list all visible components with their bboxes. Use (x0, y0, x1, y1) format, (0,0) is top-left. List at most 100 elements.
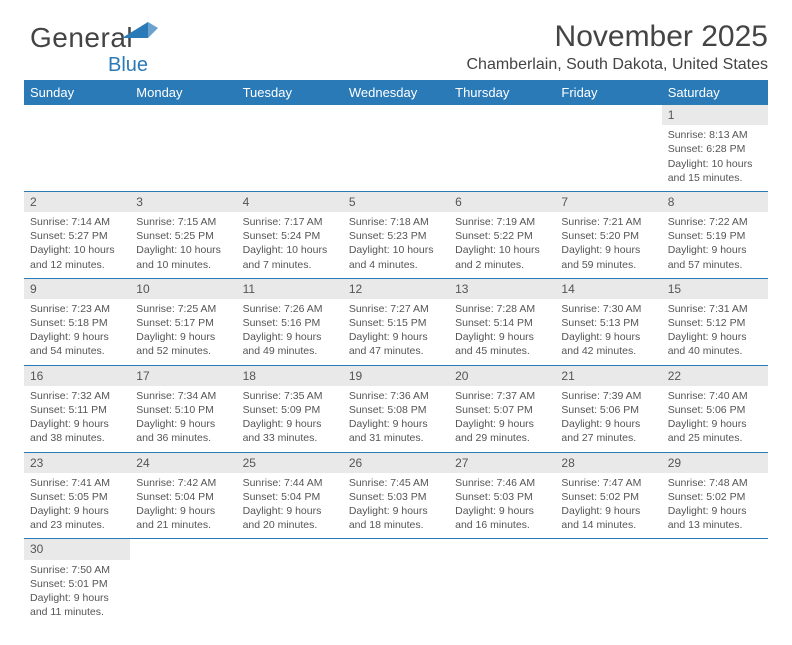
daylight-text: Daylight: 9 hours (136, 417, 230, 431)
day-number: 17 (130, 366, 236, 386)
calendar-cell: 23Sunrise: 7:41 AMSunset: 5:05 PMDayligh… (24, 452, 130, 539)
daylight-text: Daylight: 10 hours (349, 243, 443, 257)
daylight-text: Daylight: 9 hours (455, 417, 549, 431)
sunset-text: Sunset: 5:03 PM (349, 490, 443, 504)
calendar-cell (662, 539, 768, 625)
daylight-text: Daylight: 9 hours (455, 504, 549, 518)
calendar-row: 2Sunrise: 7:14 AMSunset: 5:27 PMDaylight… (24, 191, 768, 278)
sunset-text: Sunset: 5:06 PM (561, 403, 655, 417)
daylight-text: Daylight: 10 hours (668, 157, 762, 171)
sunset-text: Sunset: 5:02 PM (668, 490, 762, 504)
daylight-text: and 7 minutes. (243, 258, 337, 272)
sunrise-text: Sunrise: 7:23 AM (30, 302, 124, 316)
daylight-text: and 59 minutes. (561, 258, 655, 272)
weekday-header-row: Sunday Monday Tuesday Wednesday Thursday… (24, 80, 768, 105)
daylight-text: and 23 minutes. (30, 518, 124, 532)
daylight-text: Daylight: 9 hours (455, 330, 549, 344)
sunset-text: Sunset: 5:24 PM (243, 229, 337, 243)
sunrise-text: Sunrise: 7:31 AM (668, 302, 762, 316)
daylight-text: and 25 minutes. (668, 431, 762, 445)
sunset-text: Sunset: 5:22 PM (455, 229, 549, 243)
calendar-cell (24, 105, 130, 191)
sunrise-text: Sunrise: 7:47 AM (561, 476, 655, 490)
calendar-cell: 8Sunrise: 7:22 AMSunset: 5:19 PMDaylight… (662, 191, 768, 278)
calendar-cell: 6Sunrise: 7:19 AMSunset: 5:22 PMDaylight… (449, 191, 555, 278)
daylight-text: Daylight: 9 hours (349, 330, 443, 344)
sunrise-text: Sunrise: 7:46 AM (455, 476, 549, 490)
day-number: 22 (662, 366, 768, 386)
calendar-cell (343, 105, 449, 191)
daylight-text: and 2 minutes. (455, 258, 549, 272)
calendar-cell (343, 539, 449, 625)
calendar-cell: 27Sunrise: 7:46 AMSunset: 5:03 PMDayligh… (449, 452, 555, 539)
sunset-text: Sunset: 5:16 PM (243, 316, 337, 330)
calendar-cell: 18Sunrise: 7:35 AMSunset: 5:09 PMDayligh… (237, 365, 343, 452)
daylight-text: and 10 minutes. (136, 258, 230, 272)
daylight-text: and 40 minutes. (668, 344, 762, 358)
sunset-text: Sunset: 5:04 PM (136, 490, 230, 504)
weekday-head: Thursday (449, 80, 555, 105)
day-number: 5 (343, 192, 449, 212)
daylight-text: Daylight: 9 hours (136, 504, 230, 518)
calendar-cell: 9Sunrise: 7:23 AMSunset: 5:18 PMDaylight… (24, 278, 130, 365)
calendar-row: 9Sunrise: 7:23 AMSunset: 5:18 PMDaylight… (24, 278, 768, 365)
daylight-text: Daylight: 9 hours (136, 330, 230, 344)
day-number: 18 (237, 366, 343, 386)
daylight-text: Daylight: 9 hours (668, 243, 762, 257)
calendar-cell: 10Sunrise: 7:25 AMSunset: 5:17 PMDayligh… (130, 278, 236, 365)
sunrise-text: Sunrise: 7:39 AM (561, 389, 655, 403)
brand-logo: General Blue (30, 22, 148, 77)
calendar-cell (237, 539, 343, 625)
calendar-cell: 20Sunrise: 7:37 AMSunset: 5:07 PMDayligh… (449, 365, 555, 452)
calendar-cell: 16Sunrise: 7:32 AMSunset: 5:11 PMDayligh… (24, 365, 130, 452)
daylight-text: Daylight: 9 hours (668, 330, 762, 344)
calendar-cell: 26Sunrise: 7:45 AMSunset: 5:03 PMDayligh… (343, 452, 449, 539)
day-number: 7 (555, 192, 661, 212)
calendar-cell: 1Sunrise: 8:13 AMSunset: 6:28 PMDaylight… (662, 105, 768, 191)
sunrise-text: Sunrise: 7:15 AM (136, 215, 230, 229)
calendar-cell: 28Sunrise: 7:47 AMSunset: 5:02 PMDayligh… (555, 452, 661, 539)
daylight-text: Daylight: 10 hours (243, 243, 337, 257)
sunrise-text: Sunrise: 8:13 AM (668, 128, 762, 142)
day-number: 20 (449, 366, 555, 386)
weekday-head: Friday (555, 80, 661, 105)
day-number: 30 (24, 539, 130, 559)
daylight-text: and 12 minutes. (30, 258, 124, 272)
sunrise-text: Sunrise: 7:21 AM (561, 215, 655, 229)
sunset-text: Sunset: 5:20 PM (561, 229, 655, 243)
calendar-table: Sunday Monday Tuesday Wednesday Thursday… (24, 80, 768, 625)
weekday-head: Tuesday (237, 80, 343, 105)
calendar-cell: 15Sunrise: 7:31 AMSunset: 5:12 PMDayligh… (662, 278, 768, 365)
day-number: 21 (555, 366, 661, 386)
daylight-text: Daylight: 9 hours (668, 417, 762, 431)
sunset-text: Sunset: 5:13 PM (561, 316, 655, 330)
calendar-row: 16Sunrise: 7:32 AMSunset: 5:11 PMDayligh… (24, 365, 768, 452)
sunrise-text: Sunrise: 7:30 AM (561, 302, 655, 316)
sunset-text: Sunset: 5:02 PM (561, 490, 655, 504)
day-number: 11 (237, 279, 343, 299)
sunset-text: Sunset: 5:03 PM (455, 490, 549, 504)
daylight-text: and 27 minutes. (561, 431, 655, 445)
sunrise-text: Sunrise: 7:44 AM (243, 476, 337, 490)
flag-icon (122, 20, 158, 42)
calendar-cell (130, 539, 236, 625)
daylight-text: and 18 minutes. (349, 518, 443, 532)
daylight-text: Daylight: 9 hours (243, 330, 337, 344)
sunset-text: Sunset: 5:01 PM (30, 577, 124, 591)
sunset-text: Sunset: 5:14 PM (455, 316, 549, 330)
sunset-text: Sunset: 5:05 PM (30, 490, 124, 504)
calendar-cell (237, 105, 343, 191)
daylight-text: and 15 minutes. (668, 171, 762, 185)
calendar-cell (130, 105, 236, 191)
sunrise-text: Sunrise: 7:25 AM (136, 302, 230, 316)
daylight-text: Daylight: 9 hours (30, 417, 124, 431)
daylight-text: and 36 minutes. (136, 431, 230, 445)
daylight-text: and 42 minutes. (561, 344, 655, 358)
calendar-cell: 29Sunrise: 7:48 AMSunset: 5:02 PMDayligh… (662, 452, 768, 539)
day-number: 19 (343, 366, 449, 386)
daylight-text: and 21 minutes. (136, 518, 230, 532)
daylight-text: Daylight: 9 hours (561, 330, 655, 344)
day-number: 1 (662, 105, 768, 125)
daylight-text: Daylight: 9 hours (349, 417, 443, 431)
day-number: 29 (662, 453, 768, 473)
